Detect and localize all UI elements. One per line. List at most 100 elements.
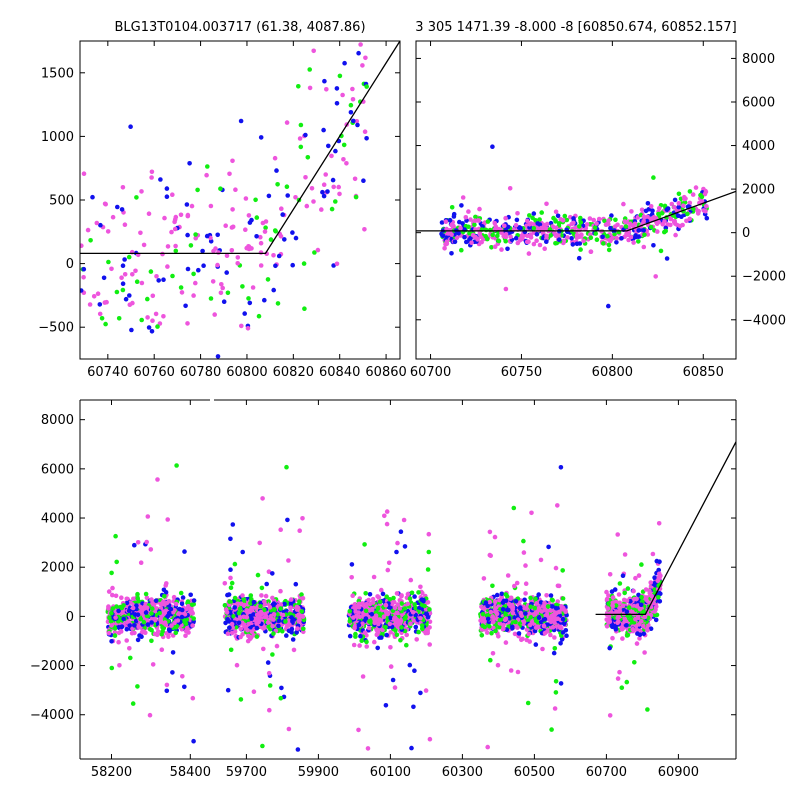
tr-y-tick-label: 6000 — [742, 95, 775, 110]
tr-data-point — [457, 219, 462, 225]
bottom-data-point — [174, 463, 179, 468]
bottom-data-point — [397, 606, 403, 611]
bottom-data-point — [542, 630, 548, 636]
bottom-data-point — [633, 616, 638, 622]
bottom-data-point — [295, 747, 301, 752]
bottom-data-point — [135, 684, 140, 689]
tl-data-point — [185, 213, 191, 219]
bottom-data-point — [624, 633, 630, 638]
bottom-data-point — [136, 624, 141, 629]
tl-data-point — [227, 171, 232, 177]
tl-data-point — [351, 118, 356, 124]
tl-data-point — [235, 255, 241, 260]
bottom-data-point — [224, 610, 230, 615]
bottom-data-point — [427, 642, 433, 647]
bottom-data-point — [614, 609, 619, 614]
bottom-data-point — [173, 625, 179, 630]
bottom-data-point — [607, 572, 613, 577]
bottom-data-point — [485, 616, 491, 622]
tl-data-point — [340, 92, 345, 98]
tl-data-point — [22, 83, 27, 88]
tr-data-point — [537, 242, 543, 248]
tl-data-point — [165, 264, 170, 269]
tl-data-point — [354, 119, 360, 124]
tr-data-point — [508, 234, 513, 240]
bottom-data-point — [175, 618, 181, 623]
tl-data-point — [153, 311, 159, 317]
bottom-data-point — [653, 617, 659, 623]
tr-data-point — [525, 233, 530, 239]
bottom-data-point — [525, 700, 531, 706]
bottom-data-point — [297, 528, 303, 533]
bottom-data-point — [190, 695, 196, 701]
bottom-data-point — [418, 584, 423, 590]
bottom-data-point — [119, 595, 124, 600]
tl-data-point — [315, 247, 321, 253]
bottom-data-point — [240, 549, 245, 555]
bottom-data-point — [544, 612, 550, 618]
tr-data-point — [578, 220, 584, 225]
bottom-x-tick-label: 59900 — [298, 765, 339, 780]
tl-data-point — [341, 142, 347, 148]
tl-data-point — [240, 284, 245, 289]
tr-data-point — [639, 207, 645, 213]
bottom-data-point — [278, 695, 284, 701]
tr-data-point — [663, 228, 668, 234]
bottom-data-point — [347, 633, 353, 639]
tl-data-point — [97, 311, 103, 317]
bottom-data-point — [268, 616, 274, 621]
bottom-data-point — [370, 596, 376, 602]
tl-data-point — [170, 273, 175, 279]
bottom-data-point — [511, 505, 517, 511]
bottom-data-point — [384, 521, 390, 527]
tr-data-point — [460, 195, 466, 200]
tl-data-point — [173, 248, 179, 254]
tl-data-point — [33, 122, 38, 127]
bottom-data-point — [381, 614, 387, 619]
bottom-data-point — [548, 593, 554, 598]
tr-data-point — [584, 222, 590, 227]
bottom-data-point — [522, 597, 527, 603]
bottom-data-point — [480, 620, 486, 625]
bottom-data-point — [113, 533, 118, 539]
bottom-data-point — [169, 623, 174, 628]
bottom-data-point — [278, 602, 284, 608]
bottom-data-point — [548, 608, 554, 613]
bottom-data-point — [161, 587, 167, 593]
tl-data-point — [105, 229, 111, 234]
tl-data-point — [178, 285, 184, 290]
bottom-data-point — [158, 619, 164, 625]
bottom-data-point — [286, 726, 292, 732]
bottom-data-point — [388, 645, 393, 650]
tl-data-point — [242, 311, 247, 316]
bottom-data-point — [619, 685, 625, 690]
tr-data-point — [588, 249, 594, 254]
bottom-data-point — [132, 623, 137, 628]
tl-data-point — [173, 243, 178, 249]
bottom-data-point — [372, 639, 377, 645]
bottom-data-point — [395, 610, 400, 616]
bottom-data-point — [109, 665, 115, 671]
bottom-data-point — [182, 684, 187, 690]
bottom-data-point — [164, 682, 170, 688]
tl-data-point — [48, 0, 53, 1]
bottom-data-point — [171, 594, 177, 600]
tl-data-point — [193, 235, 198, 241]
tl-data-point — [172, 226, 178, 232]
tl-data-point — [284, 184, 290, 189]
bottom-data-point — [119, 605, 125, 611]
bottom-x-tick-label: 58200 — [91, 765, 132, 780]
tl-data-point — [74, 94, 79, 99]
tl-data-point — [120, 287, 126, 293]
tr-data-point — [704, 215, 710, 221]
bottom-data-point — [635, 631, 640, 636]
bottom-data-point — [553, 690, 559, 695]
bottom-data-point — [364, 644, 370, 649]
tl-data-point — [133, 268, 138, 274]
bottom-data-point — [504, 627, 510, 632]
tl-data-point — [27, 14, 32, 19]
bottom-data-point — [145, 514, 151, 519]
bottom-data-point — [291, 647, 297, 653]
bottom-data-point — [504, 593, 510, 599]
bottom-data-point — [366, 597, 372, 603]
